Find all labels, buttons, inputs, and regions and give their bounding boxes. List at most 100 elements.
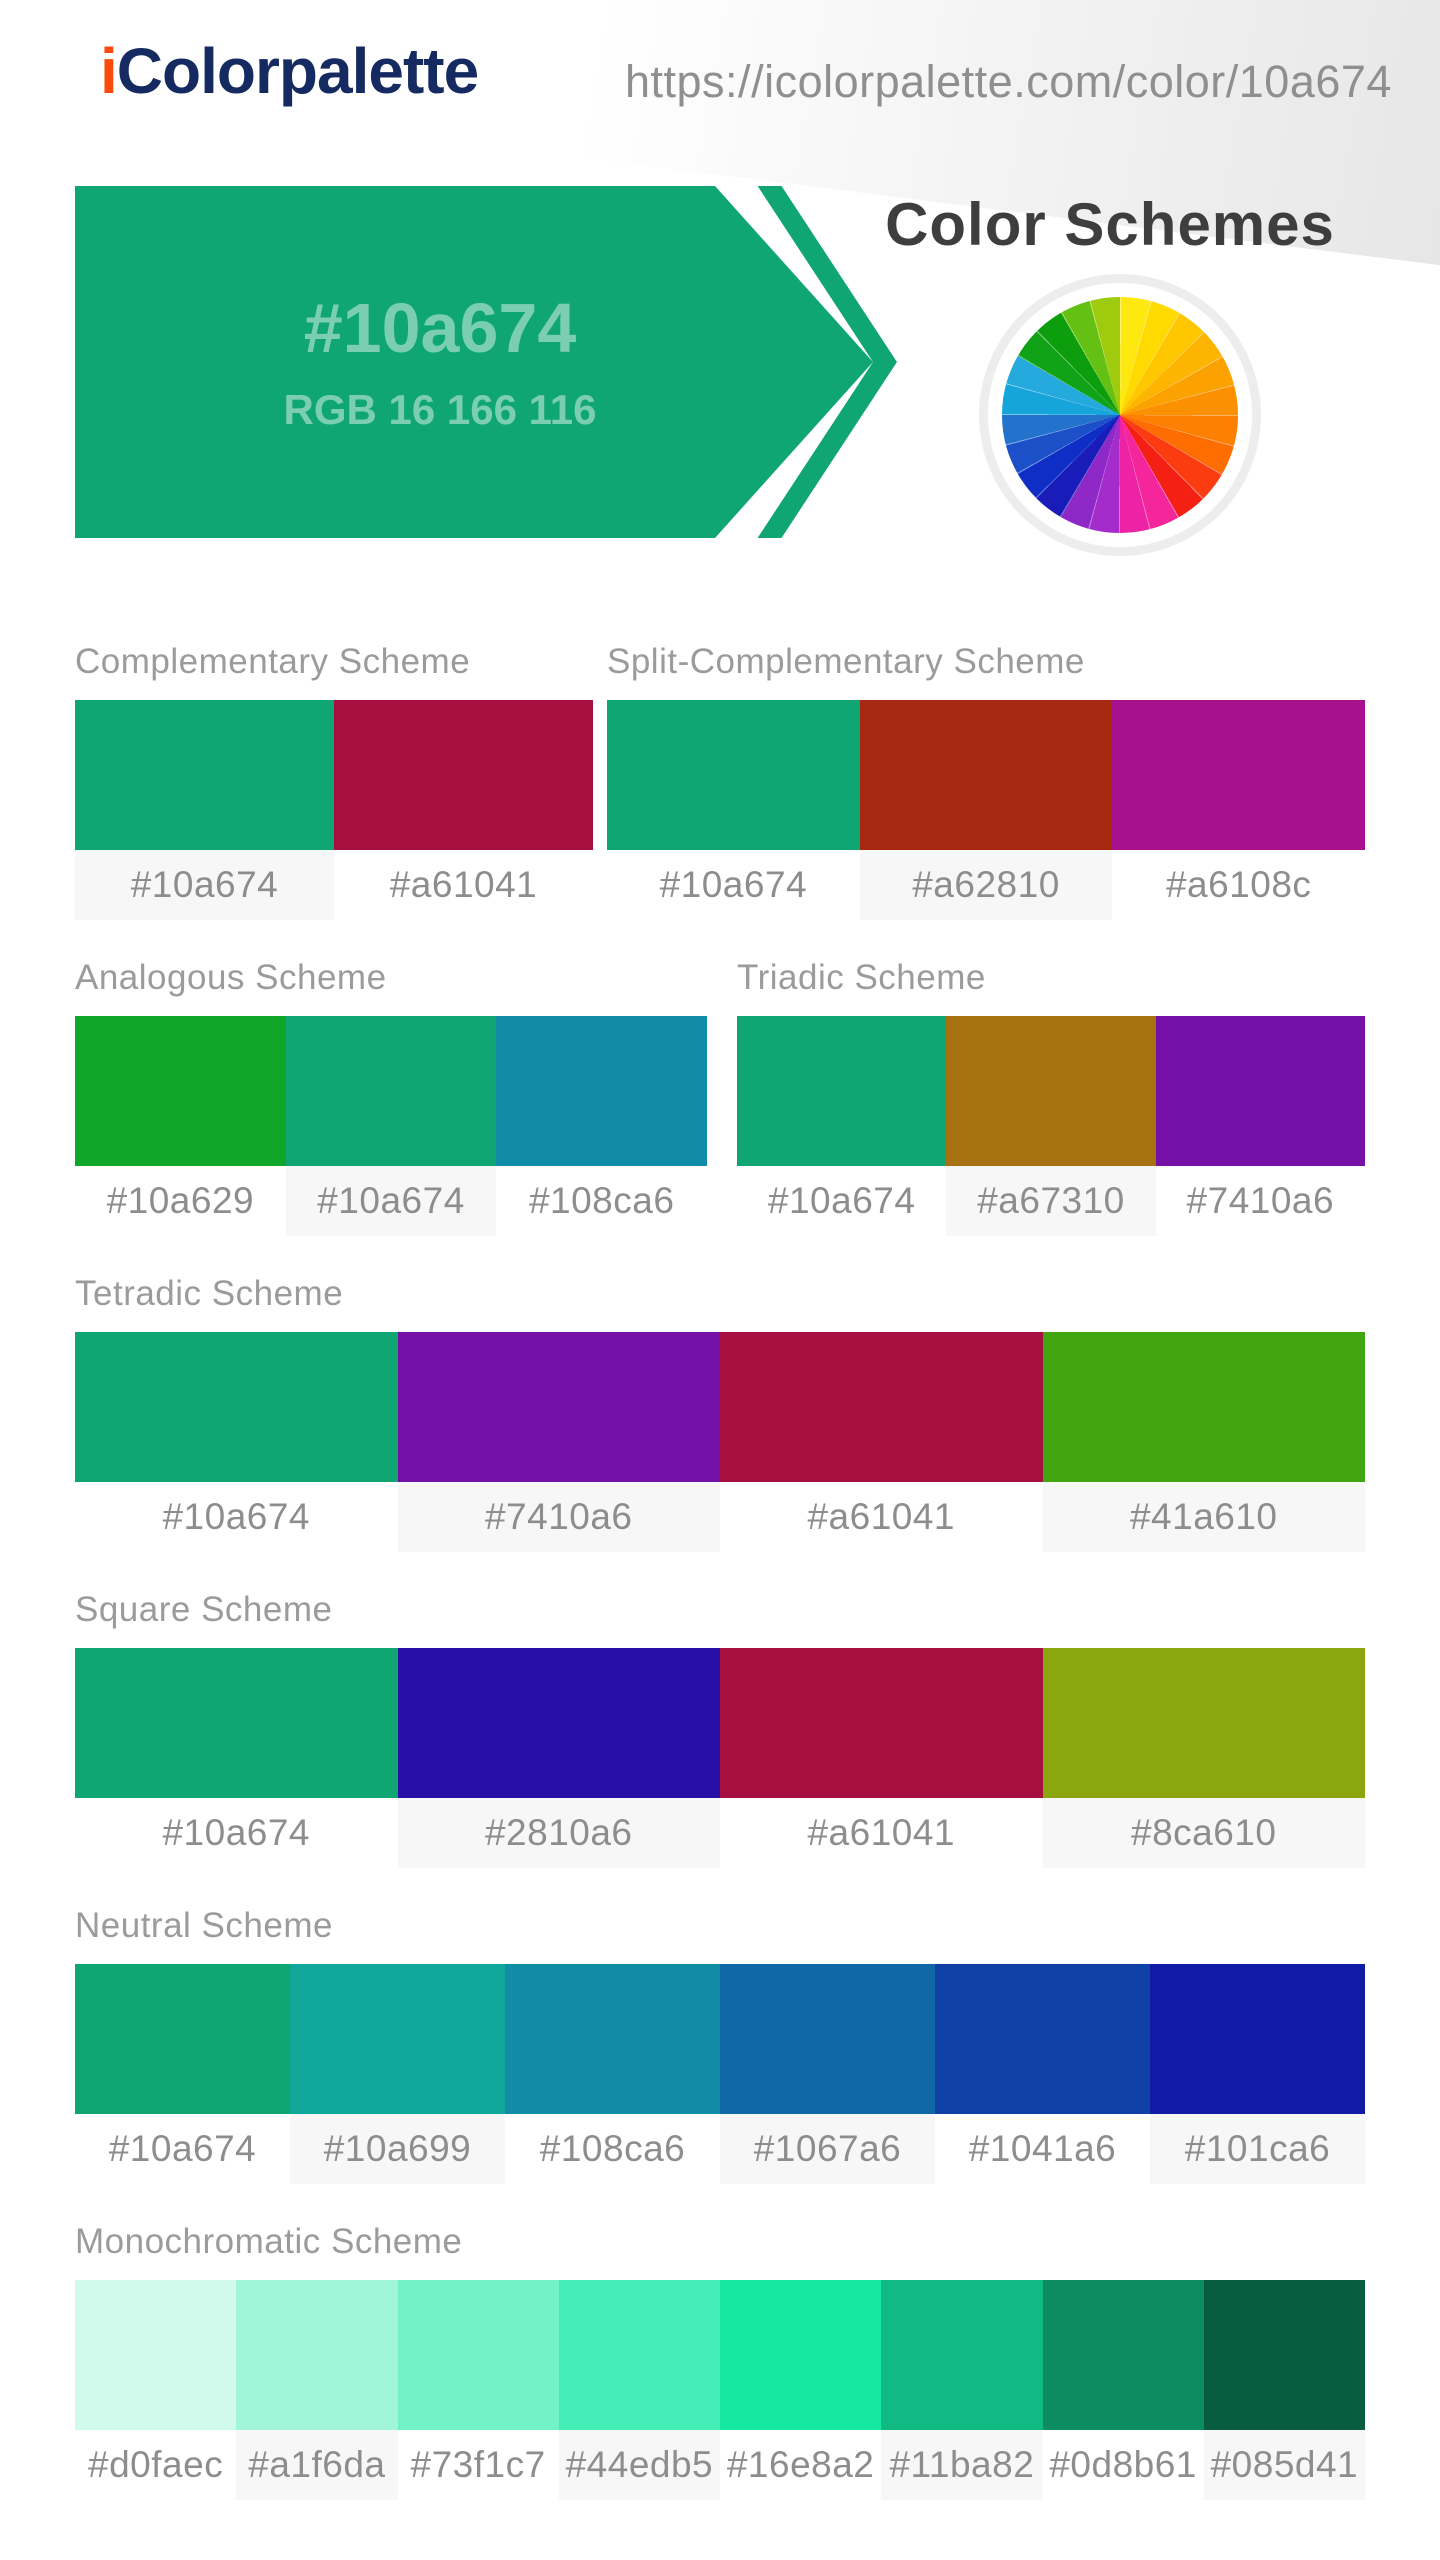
- swatch-strip: #10a674 #2810a6 #a61041 #8ca610: [75, 1648, 1365, 1868]
- color-hex-label[interactable]: #10a674: [75, 850, 334, 920]
- color-swatch[interactable]: [75, 1648, 398, 1798]
- color-swatch[interactable]: [607, 700, 860, 850]
- color-cell: #10a674: [285, 1016, 497, 1236]
- swatch-strip: #d0faec #a1f6da #73f1c7 #44edb5 #16e8a2 #11ba…: [75, 2280, 1365, 2500]
- color-hex-label[interactable]: #10a629: [106, 1180, 255, 1221]
- color-hex-label[interactable]: #10a699: [290, 2114, 505, 2184]
- color-swatch[interactable]: [720, 1648, 1043, 1798]
- color-cell: #44edb5: [558, 2280, 720, 2500]
- color-hex-label[interactable]: #10a674: [285, 1166, 497, 1236]
- color-swatch[interactable]: [1112, 700, 1366, 850]
- color-hex-label[interactable]: #44edb5: [558, 2430, 720, 2500]
- color-hex-label[interactable]: #a67310: [946, 1166, 1156, 1236]
- color-hex-label[interactable]: #085d41: [1203, 2430, 1365, 2500]
- color-hex-label[interactable]: #10a674: [162, 1496, 311, 1537]
- color-wheel-image[interactable]: [988, 283, 1252, 547]
- color-cell: #a6108c: [1112, 700, 1366, 920]
- logo-letter-i: i: [100, 35, 118, 107]
- color-swatch[interactable]: [397, 2280, 559, 2430]
- color-hex-label[interactable]: #10a674: [162, 1812, 311, 1853]
- scheme-section-square-scheme: Square Scheme #10a674 #2810a6 #a61041 #8ca61…: [75, 1590, 1365, 1868]
- color-swatch[interactable]: [720, 2280, 882, 2430]
- color-cell: #a62810: [859, 700, 1113, 920]
- color-swatch[interactable]: [75, 1964, 290, 2114]
- color-swatch[interactable]: [285, 1016, 497, 1166]
- color-hex-label[interactable]: #a1f6da: [236, 2430, 398, 2500]
- scheme-row: Analogous Scheme #10a629 #10a674 #108ca6 Tri…: [75, 958, 1365, 1236]
- color-hex-label[interactable]: #a61041: [389, 864, 538, 905]
- color-cell: #7410a6: [1155, 1016, 1365, 1236]
- color-swatch[interactable]: [75, 2280, 237, 2430]
- scheme-section-triadic-scheme: Triadic Scheme #10a674 #a67310 #7410a6: [737, 958, 1365, 1236]
- color-cell: #a61041: [720, 1648, 1043, 1868]
- color-swatch[interactable]: [1203, 2280, 1365, 2430]
- color-cell: #10a674: [75, 700, 334, 920]
- color-hex-label[interactable]: #d0faec: [88, 2444, 224, 2485]
- color-swatch[interactable]: [1042, 1332, 1365, 1482]
- color-hex-label[interactable]: #2810a6: [397, 1798, 720, 1868]
- color-swatch[interactable]: [946, 1016, 1156, 1166]
- color-swatch[interactable]: [496, 1016, 708, 1166]
- color-hex-label[interactable]: #108ca6: [539, 2128, 686, 2169]
- color-swatch[interactable]: [236, 2280, 398, 2430]
- color-swatch[interactable]: [75, 1016, 286, 1166]
- page-url-text: https://icolorpalette.com/color/10a674: [625, 56, 1392, 107]
- arrow-chevron-stripe: [757, 186, 897, 538]
- color-hex-label[interactable]: #8ca610: [1042, 1798, 1365, 1868]
- color-cell: #0d8b61: [1042, 2280, 1204, 2500]
- color-swatch[interactable]: [558, 2280, 720, 2430]
- color-cell: #a67310: [946, 1016, 1156, 1236]
- color-swatch[interactable]: [737, 1016, 947, 1166]
- color-hex-label[interactable]: #7410a6: [1186, 1180, 1335, 1221]
- color-hex-label[interactable]: #73f1c7: [410, 2444, 546, 2485]
- color-hex-label[interactable]: #a61041: [807, 1812, 956, 1853]
- color-swatch[interactable]: [720, 1964, 935, 2114]
- color-hex-label[interactable]: #41a610: [1042, 1482, 1365, 1552]
- scheme-title: Tetradic Scheme: [75, 1274, 344, 1313]
- color-swatch[interactable]: [397, 1332, 720, 1482]
- color-swatch[interactable]: [75, 1332, 398, 1482]
- color-cell: #101ca6: [1150, 1964, 1365, 2184]
- color-cell: #a1f6da: [236, 2280, 398, 2500]
- scheme-title: Square Scheme: [75, 1590, 333, 1629]
- color-swatch[interactable]: [1042, 1648, 1365, 1798]
- color-hex-label[interactable]: #101ca6: [1150, 2114, 1365, 2184]
- color-swatch[interactable]: [334, 700, 593, 850]
- color-swatch[interactable]: [75, 700, 334, 850]
- color-hex-label[interactable]: #1067a6: [720, 2114, 935, 2184]
- color-banner-area: #10a674 RGB 16 166 116 Color Schemes: [0, 186, 1440, 566]
- color-hex-label[interactable]: #a6108c: [1165, 864, 1312, 905]
- color-swatch[interactable]: [1150, 1964, 1365, 2114]
- color-hex-label[interactable]: #10a674: [108, 2128, 257, 2169]
- color-hex-label[interactable]: #0d8b61: [1049, 2444, 1197, 2485]
- color-swatch[interactable]: [935, 1964, 1150, 2114]
- color-hex-label[interactable]: #1041a6: [968, 2128, 1117, 2169]
- color-swatch[interactable]: [881, 2280, 1043, 2430]
- color-swatch[interactable]: [505, 1964, 720, 2114]
- color-swatch[interactable]: [859, 700, 1113, 850]
- scheme-row: Square Scheme #10a674 #2810a6 #a61041 #8ca61…: [75, 1590, 1365, 1868]
- scheme-row: Complementary Scheme #10a674 #a61041 Split-…: [75, 642, 1366, 920]
- color-hex-label[interactable]: #10a674: [767, 1180, 916, 1221]
- swatch-strip: #10a674 #7410a6 #a61041 #41a610: [75, 1332, 1365, 1552]
- color-hex-label[interactable]: #a62810: [859, 850, 1113, 920]
- color-swatch[interactable]: [720, 1332, 1043, 1482]
- color-swatch[interactable]: [1155, 1016, 1365, 1166]
- scheme-section-split-complementary-scheme: Split-Complementary Scheme #10a674 #a62810…: [607, 642, 1366, 920]
- color-hex-label[interactable]: #10a674: [659, 864, 808, 905]
- color-swatch[interactable]: [290, 1964, 505, 2114]
- color-hex-label[interactable]: #11ba82: [881, 2430, 1043, 2500]
- scheme-title: Monochromatic Scheme: [75, 2222, 463, 2261]
- color-hex-label[interactable]: #108ca6: [528, 1180, 675, 1221]
- color-swatch[interactable]: [397, 1648, 720, 1798]
- color-hex-label[interactable]: #16e8a2: [726, 2444, 875, 2485]
- scheme-section-complementary-scheme: Complementary Scheme #10a674 #a61041: [75, 642, 593, 920]
- banner-text-block: #10a674 RGB 16 166 116: [75, 186, 805, 538]
- color-swatch[interactable]: [1042, 2280, 1204, 2430]
- color-hex-label[interactable]: #a61041: [807, 1496, 956, 1537]
- color-cell: #d0faec: [75, 2280, 237, 2500]
- site-logo[interactable]: iColorpalette: [100, 35, 479, 107]
- color-hex-label[interactable]: #7410a6: [397, 1482, 720, 1552]
- color-cell: #11ba82: [881, 2280, 1043, 2500]
- color-schemes-heading: Color Schemes: [885, 191, 1335, 258]
